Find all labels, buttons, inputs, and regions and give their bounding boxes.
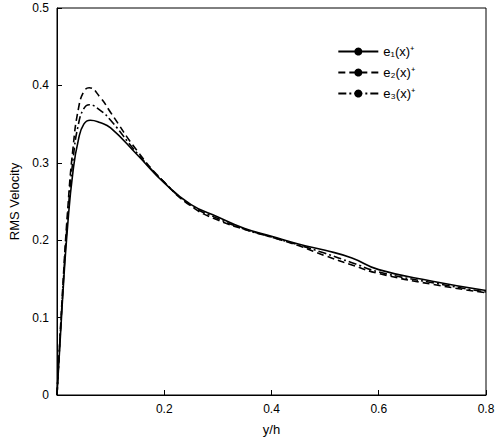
svg-text:e₁(x)⁺: e₁(x)⁺ xyxy=(383,44,414,59)
svg-text:0.4: 0.4 xyxy=(32,78,49,92)
svg-text:e₃(x)⁺: e₃(x)⁺ xyxy=(383,86,415,101)
svg-text:0.1: 0.1 xyxy=(32,311,49,325)
svg-text:y/h: y/h xyxy=(263,422,280,437)
svg-text:0.3: 0.3 xyxy=(32,156,49,170)
svg-text:0.6: 0.6 xyxy=(370,402,387,416)
svg-text:0.5: 0.5 xyxy=(32,1,49,15)
svg-text:0.2: 0.2 xyxy=(156,402,173,416)
svg-text:0.4: 0.4 xyxy=(263,402,280,416)
svg-text:0: 0 xyxy=(42,388,49,402)
svg-text:0.8: 0.8 xyxy=(478,402,495,416)
svg-text:0.2: 0.2 xyxy=(32,233,49,247)
svg-text:e₂(x)⁺: e₂(x)⁺ xyxy=(383,65,414,80)
svg-text:RMS Velocity: RMS Velocity xyxy=(7,162,22,240)
